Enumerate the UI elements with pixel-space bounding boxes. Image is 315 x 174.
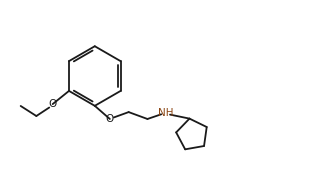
Text: NH: NH: [158, 108, 173, 118]
Text: O: O: [106, 114, 114, 124]
Text: O: O: [49, 99, 57, 109]
